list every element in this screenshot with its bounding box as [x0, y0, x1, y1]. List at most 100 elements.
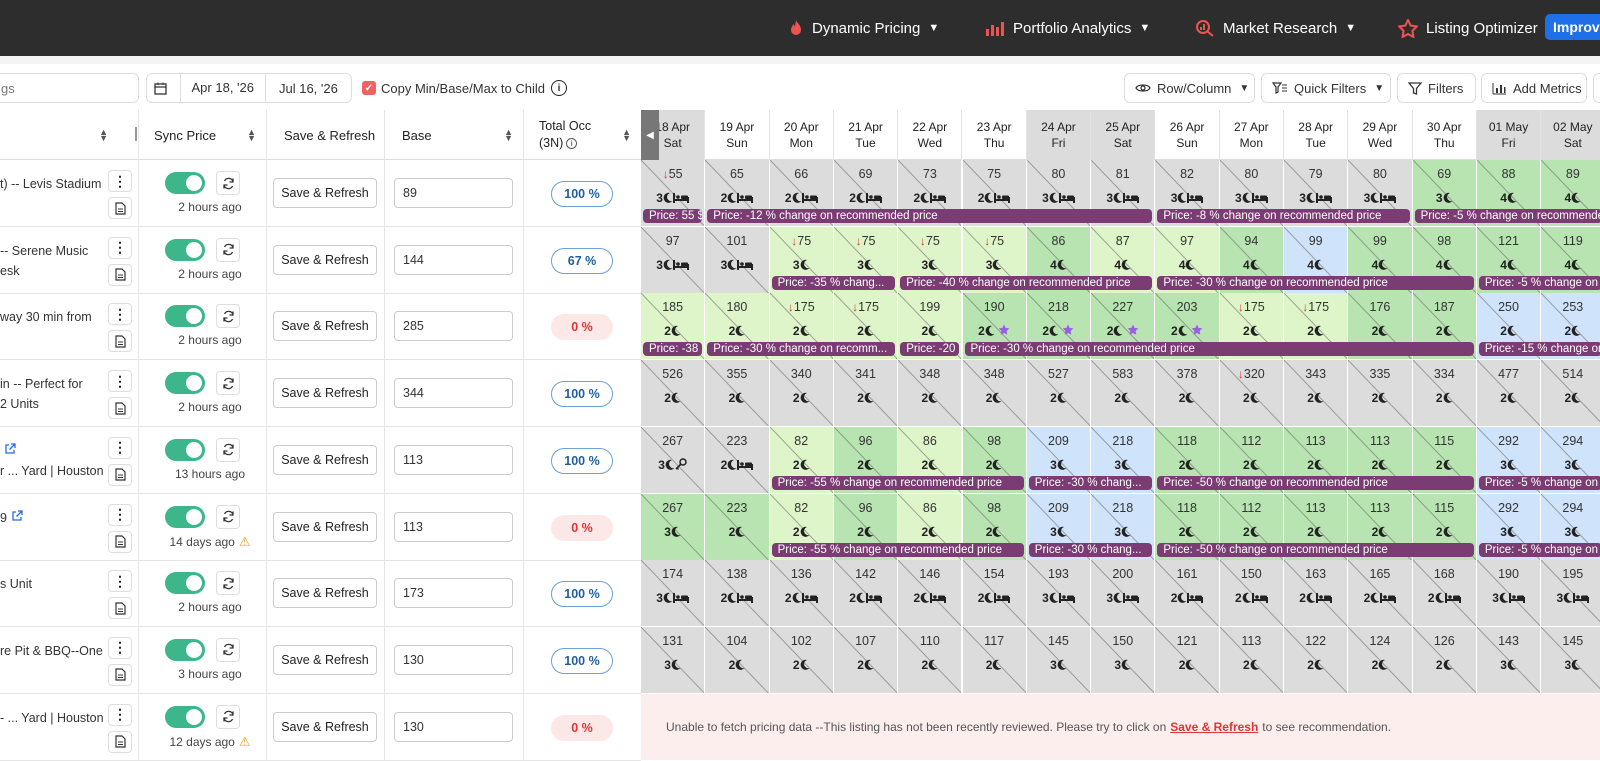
price-change-bar[interactable]: Price: -30 % change on recomm... — [707, 342, 896, 357]
sync-price-toggle[interactable] — [165, 572, 205, 595]
copy-min-base-max-checkbox[interactable]: ✓ Copy Min/Base/Max to Child i — [362, 80, 568, 96]
filters-button[interactable]: Filters — [1397, 73, 1476, 103]
price-cell[interactable]: 161 2 — [1155, 560, 1220, 628]
price-cell[interactable]: 117 2 — [962, 626, 1027, 694]
refresh-icon[interactable] — [216, 171, 240, 195]
price-cell[interactable]: 334 2 — [1412, 360, 1477, 428]
document-icon[interactable] — [108, 530, 132, 553]
date-range-picker[interactable]: Apr 18, '26 Jul 16, '26 — [146, 73, 352, 103]
document-icon[interactable] — [108, 730, 132, 753]
date-end[interactable]: Jul 16, '26 — [278, 80, 338, 96]
price-cell[interactable]: 335 2 — [1348, 360, 1413, 428]
info-icon[interactable]: i — [566, 138, 578, 149]
date-column-header[interactable]: 23 Apr Thu — [962, 110, 1027, 160]
refresh-icon[interactable] — [216, 504, 240, 529]
listing-name[interactable]: way 30 min from — [0, 307, 103, 347]
sync-price-toggle[interactable] — [165, 638, 205, 661]
price-cell[interactable]: 126 2 — [1412, 626, 1477, 694]
sync-price-toggle[interactable] — [165, 238, 205, 261]
more-options-icon[interactable]: ⋮ — [108, 703, 132, 726]
price-cell[interactable]: 168 2 — [1412, 560, 1477, 628]
save-refresh-button[interactable]: Save & Refresh — [273, 578, 377, 609]
column-resize-handle[interactable] — [135, 127, 137, 141]
sync-price-header[interactable]: Sync Price ▲ ▼ — [138, 110, 266, 160]
date-column-header[interactable]: 02 May Sat — [1541, 110, 1600, 160]
save-refresh-button[interactable]: Save & Refresh — [273, 378, 377, 409]
nav-portfolio-analytics[interactable]: Portfolio Analytics ▼ — [985, 0, 1150, 56]
price-cell[interactable]: 343 2 — [1284, 360, 1349, 428]
scroll-left-handle[interactable]: ◀ — [641, 110, 659, 160]
base-price-input[interactable]: 144 — [394, 244, 513, 275]
document-icon[interactable] — [108, 197, 132, 219]
refresh-icon[interactable] — [216, 637, 240, 662]
date-column-header[interactable]: 19 Apr Sun — [705, 110, 770, 160]
document-icon[interactable] — [108, 663, 132, 686]
info-icon[interactable]: i — [551, 80, 568, 96]
price-cell[interactable]: ↓320 2 — [1219, 360, 1284, 428]
price-cell[interactable]: 145 3 — [1541, 626, 1600, 694]
sort-icon[interactable]: ▲ ▼ — [247, 127, 256, 143]
date-column-header[interactable]: 29 Apr Wed — [1348, 110, 1413, 160]
base-price-input[interactable]: 113 — [394, 444, 513, 475]
base-header[interactable]: Base ▲ ▼ — [384, 110, 523, 160]
price-cell[interactable]: 102 2 — [769, 626, 834, 694]
document-icon[interactable] — [108, 397, 132, 420]
date-column-header[interactable]: 27 Apr Mon — [1219, 110, 1284, 160]
price-cell[interactable]: 145 3 — [1026, 626, 1092, 694]
refresh-icon[interactable] — [216, 437, 240, 462]
price-cell[interactable]: 355 2 — [705, 360, 770, 428]
date-column-header[interactable]: 28 Apr Tue — [1284, 110, 1349, 160]
price-change-bar[interactable]: Price: -55 % change on recommended price — [771, 475, 1024, 490]
date-column-header[interactable]: 22 Apr Wed — [898, 110, 963, 160]
price-cell[interactable]: 107 2 — [833, 626, 899, 694]
price-cell[interactable]: 110 2 — [898, 626, 963, 694]
external-link-icon[interactable] — [11, 508, 23, 528]
listing-name[interactable]: 9 — [0, 508, 103, 548]
refresh-icon[interactable] — [216, 571, 240, 596]
date-column-header[interactable]: 21 Apr Tue — [833, 110, 899, 160]
base-price-input[interactable]: 130 — [394, 644, 513, 675]
date-column-header[interactable]: 25 Apr Sat — [1091, 110, 1156, 160]
price-cell[interactable]: 200 3 — [1091, 560, 1156, 628]
price-change-bar[interactable]: Price: -30 % chang... — [1028, 542, 1153, 557]
price-cell[interactable]: 121 2 — [1155, 626, 1220, 694]
date-column-header[interactable]: 01 May Fri — [1476, 110, 1542, 160]
price-change-bar[interactable]: Price: -55 % change on recommended price — [771, 542, 1024, 557]
price-cell[interactable]: 113 2 — [1219, 626, 1284, 694]
base-price-input[interactable]: 285 — [394, 311, 513, 342]
price-change-bar[interactable]: Price: -12 % change on recommended price — [707, 209, 1153, 223]
price-cell[interactable]: 165 2 — [1348, 560, 1413, 628]
date-column-header[interactable]: 20 Apr Mon — [769, 110, 834, 160]
price-cell[interactable]: 195 3 — [1541, 560, 1600, 628]
base-price-input[interactable]: 130 — [394, 711, 513, 742]
save-refresh-button[interactable]: Save & Refresh — [273, 511, 377, 542]
listing-name[interactable]: in -- Perfect for 2 Units — [0, 374, 103, 414]
row-column-dropdown[interactable]: Row/Column ▼ — [1124, 73, 1255, 103]
save-refresh-button[interactable]: Save & Refresh — [273, 644, 377, 675]
price-cell[interactable]: 101 3 — [705, 226, 770, 294]
listing-name[interactable]: t) -- Levis Stadium — [0, 174, 103, 214]
document-icon[interactable] — [108, 263, 132, 286]
price-change-bar[interactable]: Price: -30 % change on recommended price — [1157, 275, 1474, 290]
more-options-icon[interactable]: ⋮ — [108, 370, 132, 393]
more-options-icon[interactable]: ⋮ — [108, 436, 132, 459]
sync-price-toggle[interactable] — [165, 305, 205, 328]
price-cell[interactable]: 348 2 — [898, 360, 963, 428]
more-options-icon[interactable]: ⋮ — [108, 503, 132, 526]
price-cell[interactable]: 146 2 — [898, 560, 963, 628]
price-cell[interactable]: 267 3 — [641, 426, 706, 494]
listing-name[interactable]: -- Serene Music esk — [0, 241, 103, 281]
refresh-icon[interactable] — [216, 704, 240, 729]
price-cell[interactable]: 97 3 — [641, 226, 706, 294]
sync-price-toggle[interactable] — [165, 372, 205, 395]
sync-price-toggle[interactable] — [165, 505, 205, 528]
listing-name-header[interactable]: ▲ ▼ — [0, 110, 118, 160]
nav-dynamic-pricing[interactable]: Dynamic Pricing ▼ — [788, 0, 939, 56]
date-column-header[interactable]: 24 Apr Fri — [1026, 110, 1092, 160]
price-change-bar[interactable]: Price: -5 % change on recommended price — [1478, 542, 1600, 557]
refresh-icon[interactable] — [216, 304, 240, 329]
price-cell[interactable]: 223 2 — [705, 493, 770, 561]
save-refresh-button[interactable]: Save & Refresh — [273, 444, 377, 475]
price-cell[interactable]: 122 2 — [1284, 626, 1349, 694]
price-cell[interactable]: 223 2 — [705, 426, 770, 494]
